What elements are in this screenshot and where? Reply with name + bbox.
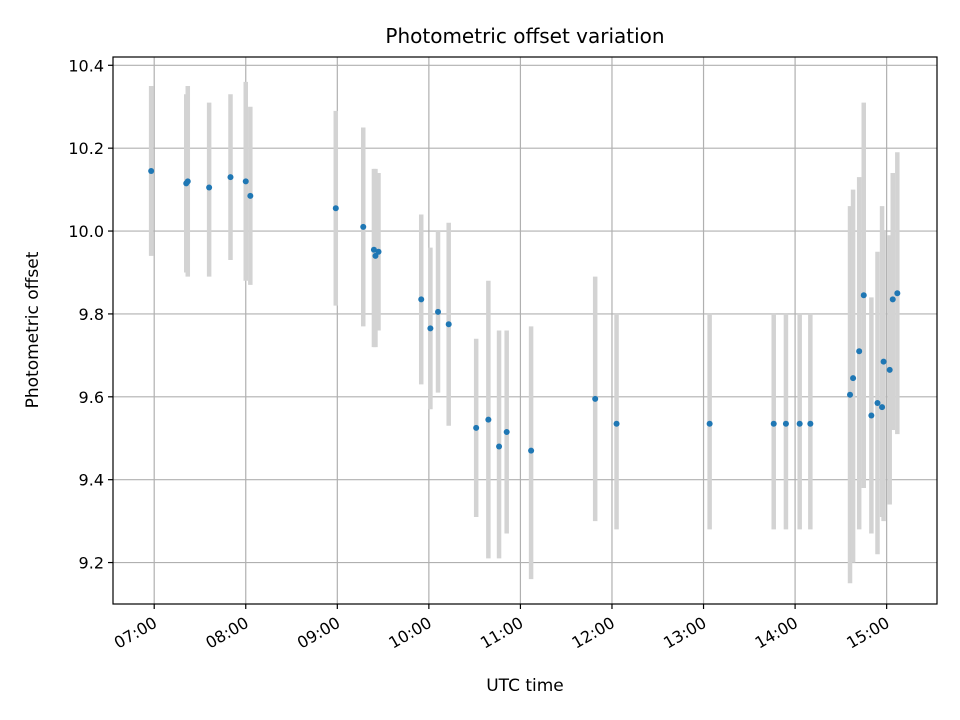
data-point [847, 391, 854, 398]
data-point [206, 184, 213, 191]
data-point [770, 420, 777, 427]
chart-title: Photometric offset variation [385, 24, 664, 48]
y-tick-label: 10.4 [68, 56, 104, 75]
y-tick-label: 9.2 [79, 554, 104, 573]
data-point [503, 429, 510, 436]
data-point [856, 348, 863, 355]
data-point [807, 420, 814, 427]
data-point [427, 325, 434, 332]
data-point [332, 205, 339, 212]
data-point [148, 167, 155, 174]
y-tick-label: 10.0 [68, 222, 104, 241]
data-point [796, 420, 803, 427]
data-point [706, 420, 713, 427]
data-point [613, 420, 620, 427]
x-axis-title: UTC time [486, 676, 564, 696]
y-axis-title: Photometric offset [23, 251, 43, 408]
data-point [528, 447, 535, 454]
data-point [184, 178, 191, 185]
data-point [360, 223, 367, 230]
y-axis: 9.2 9.4 9.6 9.8 10.0 10.2 10.4 [68, 56, 113, 573]
data-point [375, 248, 382, 255]
data-point [874, 400, 881, 407]
plot-frame [112, 56, 938, 605]
y-tick-label: 9.8 [79, 305, 104, 324]
data-point [372, 252, 379, 259]
data-point [473, 424, 480, 431]
data-point [418, 296, 425, 303]
data-point [370, 246, 377, 253]
data-point [880, 358, 887, 365]
data-point [496, 443, 503, 450]
data-point [868, 412, 875, 419]
data-point [886, 366, 893, 373]
data-point [860, 292, 867, 299]
data-point [247, 192, 254, 199]
data-point [592, 395, 599, 402]
data-point [227, 174, 234, 181]
y-tick-label: 9.4 [79, 471, 104, 490]
data-point [445, 321, 452, 328]
data-point [485, 416, 492, 423]
data-point [889, 296, 896, 303]
y-tick-label: 10.2 [68, 139, 104, 158]
data-point [894, 290, 901, 297]
data-point [242, 178, 249, 185]
data-point [782, 420, 789, 427]
data-point [435, 308, 442, 315]
y-tick-label: 9.6 [79, 388, 104, 407]
point-layer [148, 167, 901, 454]
data-point [879, 404, 886, 411]
data-point [850, 375, 857, 382]
